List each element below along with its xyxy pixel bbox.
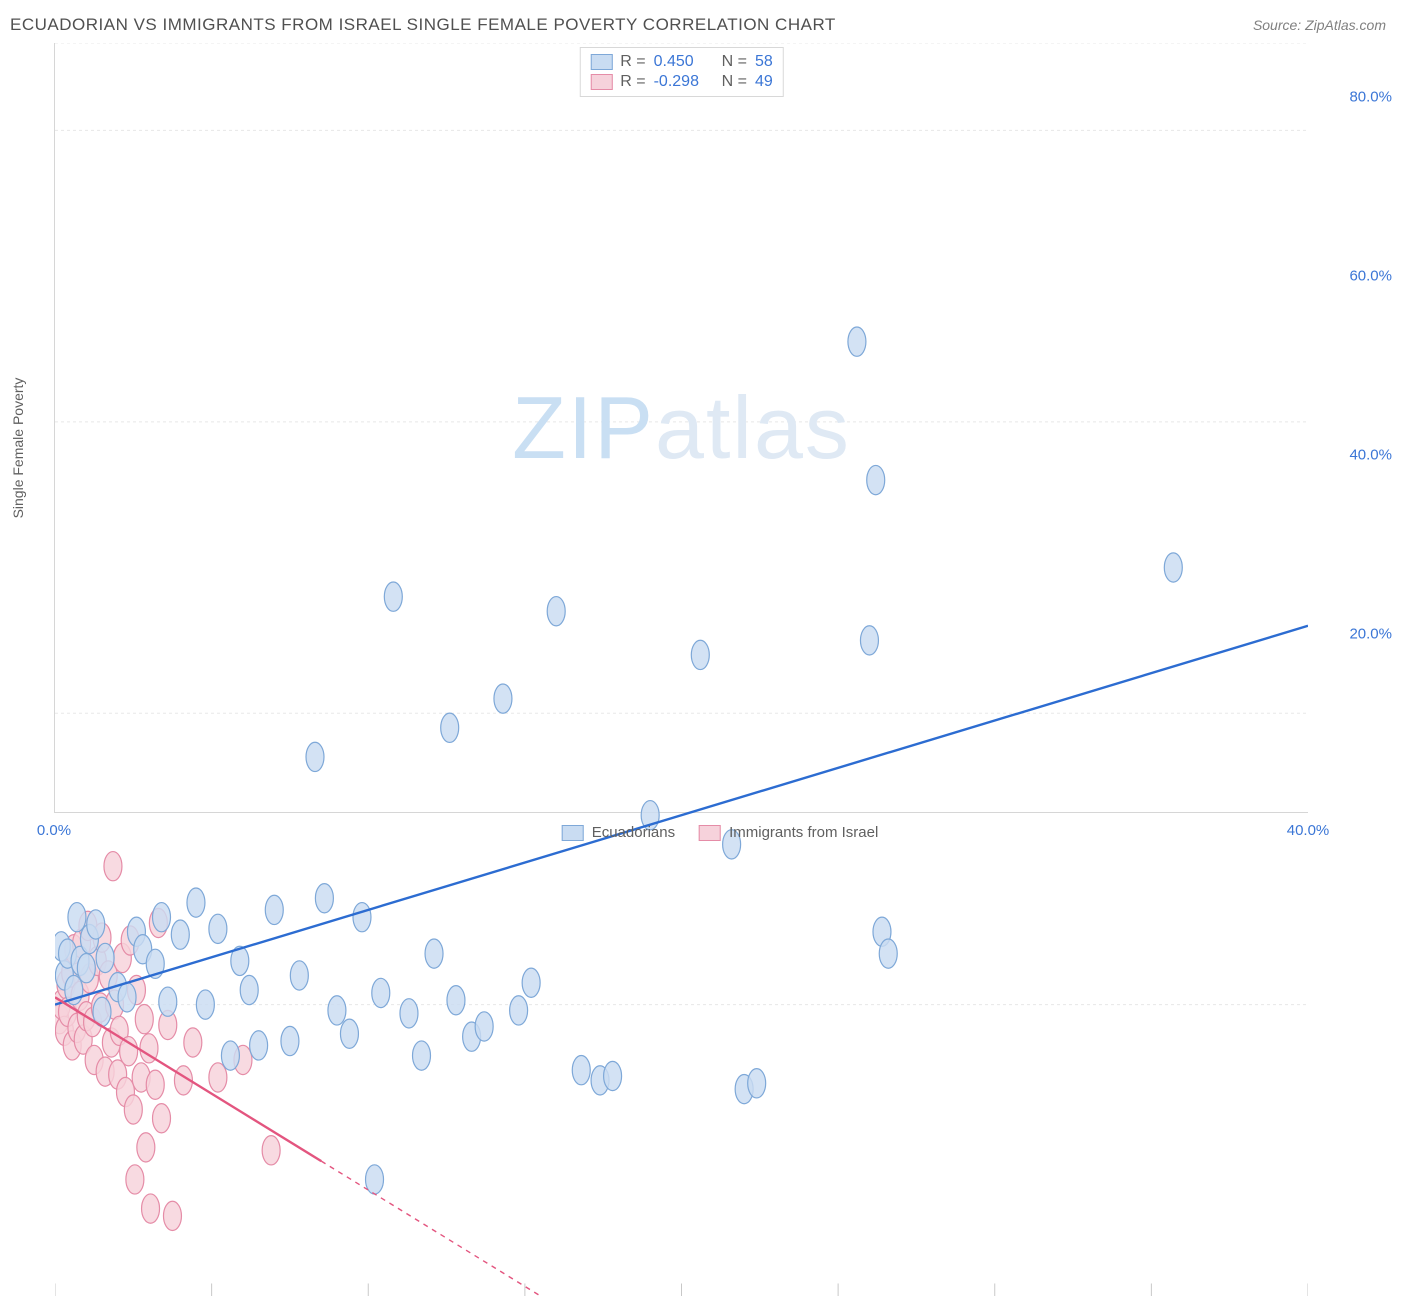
n-label: N = xyxy=(722,53,747,71)
chart-title: ECUADORIAN VS IMMIGRANTS FROM ISRAEL SIN… xyxy=(10,15,836,35)
series-legend: Ecuadorians Immigrants from Israel xyxy=(562,824,879,841)
legend-item: Immigrants from Israel xyxy=(699,824,878,841)
n-value: 58 xyxy=(755,53,773,71)
swatch-icon xyxy=(590,54,612,70)
legend-row: R = -0.298 N = 49 xyxy=(590,72,772,92)
r-value: -0.298 xyxy=(654,73,714,91)
source-label: Source: ZipAtlas.com xyxy=(1253,17,1386,33)
title-bar: ECUADORIAN VS IMMIGRANTS FROM ISRAEL SIN… xyxy=(10,15,1396,43)
y-tick-label: 40.0% xyxy=(1349,446,1396,463)
y-tick-label: 20.0% xyxy=(1349,625,1396,642)
r-label: R = xyxy=(620,53,645,71)
legend-row: R = 0.450 N = 58 xyxy=(590,52,772,72)
n-label: N = xyxy=(722,73,747,91)
chart-root: ECUADORIAN VS IMMIGRANTS FROM ISRAEL SIN… xyxy=(10,15,1396,885)
swatch-icon xyxy=(590,74,612,90)
r-value: 0.450 xyxy=(654,53,714,71)
x-tick-label: 40.0% xyxy=(1287,822,1330,839)
y-tick-label: 60.0% xyxy=(1349,267,1396,284)
swatch-icon xyxy=(562,825,584,841)
x-tick-label: 0.0% xyxy=(37,822,71,839)
n-value: 49 xyxy=(755,73,773,91)
swatch-icon xyxy=(699,825,721,841)
correlation-legend: R = 0.450 N = 58 R = -0.298 N = 49 xyxy=(579,47,783,97)
plot-svg xyxy=(55,43,1308,1296)
legend-item: Ecuadorians xyxy=(562,824,675,841)
y-axis-label: Single Female Poverty xyxy=(10,378,26,519)
legend-label: Immigrants from Israel xyxy=(729,824,878,841)
r-label: R = xyxy=(620,73,645,91)
y-tick-label: 80.0% xyxy=(1349,88,1396,105)
plot-area: ZIPatlas R = 0.450 N = 58 R = -0.298 N =… xyxy=(54,43,1308,813)
legend-label: Ecuadorians xyxy=(592,824,675,841)
plot-wrapper: Single Female Poverty ZIPatlas R = 0.450… xyxy=(44,43,1396,853)
